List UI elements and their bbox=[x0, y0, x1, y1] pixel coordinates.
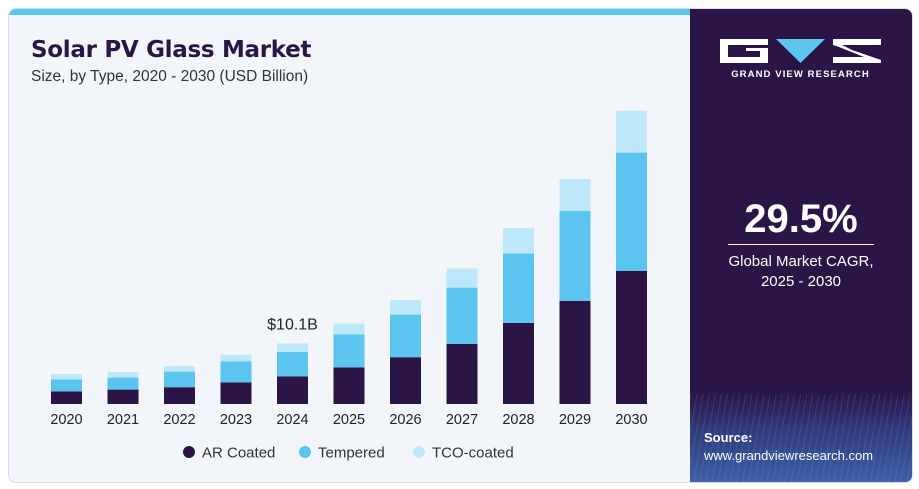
bar-tempered-2026 bbox=[390, 314, 421, 358]
bar-tempered-2023 bbox=[220, 361, 252, 383]
bar-ar-coated-2025 bbox=[333, 367, 365, 404]
data-label-2024: $10.1B bbox=[267, 316, 318, 333]
bar-tempered-2030 bbox=[616, 152, 647, 271]
legend-marker-tempered bbox=[299, 446, 311, 458]
chart-subtitle: Size, by Type, 2020 - 2030 (USD Billion) bbox=[31, 68, 309, 85]
bar-tco-coated-2025 bbox=[333, 323, 365, 335]
source-label: Source: bbox=[704, 430, 753, 445]
cagr-value: 29.5% bbox=[744, 197, 858, 241]
cagr-label-line1: Global Market CAGR, bbox=[728, 253, 874, 270]
bar-tempered-2021 bbox=[107, 377, 139, 390]
bar-ar-coated-2024 bbox=[277, 376, 308, 404]
bar-tco-coated-2020 bbox=[51, 374, 82, 380]
chart-frame: Solar PV Glass Market Size, by Type, 202… bbox=[8, 8, 913, 483]
bar-tco-coated-2026 bbox=[390, 300, 421, 315]
bar-tco-coated-2024 bbox=[277, 343, 308, 352]
chart-panel: Solar PV Glass Market Size, by Type, 202… bbox=[9, 9, 690, 482]
bar-ar-coated-2020 bbox=[51, 391, 82, 404]
x-tick-label-2021: 2021 bbox=[107, 412, 139, 428]
bar-ar-coated-2023 bbox=[220, 382, 252, 404]
x-tick-label-2022: 2022 bbox=[163, 412, 195, 428]
x-tick-label-2027: 2027 bbox=[446, 412, 478, 428]
cagr-label: Global Market CAGR, 2025 - 2030 bbox=[690, 252, 912, 292]
x-tick-label-2023: 2023 bbox=[220, 412, 252, 428]
x-tick-label-2025: 2025 bbox=[333, 412, 365, 428]
info-panel: GRAND VIEW RESEARCH 29.5% Global Market … bbox=[690, 9, 912, 482]
bar-tempered-2028 bbox=[503, 253, 534, 323]
bar-tempered-2024 bbox=[277, 351, 308, 377]
bar-tco-coated-2028 bbox=[503, 228, 534, 254]
brand-name: GRAND VIEW RESEARCH bbox=[731, 69, 870, 80]
legend-label-tempered: Tempered bbox=[318, 445, 385, 462]
bar-tco-coated-2027 bbox=[446, 268, 478, 288]
legend-marker-ar-coated bbox=[183, 446, 195, 458]
brand-logo-icon bbox=[720, 39, 881, 63]
top-accent-bar bbox=[9, 9, 690, 15]
x-tick-label-2026: 2026 bbox=[389, 412, 421, 428]
bar-ar-coated-2026 bbox=[390, 357, 421, 404]
bar-tempered-2020 bbox=[51, 379, 82, 392]
bar-tco-coated-2023 bbox=[220, 354, 252, 362]
bar-ar-coated-2021 bbox=[107, 389, 139, 404]
brand-logo: GRAND VIEW RESEARCH bbox=[718, 37, 883, 80]
source-background bbox=[690, 394, 912, 482]
source-url[interactable]: www.grandviewresearch.com bbox=[704, 448, 874, 463]
bar-ar-coated-2029 bbox=[559, 300, 591, 404]
bar-tco-coated-2021 bbox=[107, 372, 139, 378]
x-tick-label-2024: 2024 bbox=[276, 412, 308, 428]
bar-tempered-2029 bbox=[559, 210, 591, 301]
x-tick-label-2020: 2020 bbox=[50, 412, 82, 428]
chart-title: Solar PV Glass Market bbox=[31, 37, 312, 63]
bar-ar-coated-2027 bbox=[446, 344, 478, 404]
cagr-label-line2: 2025 - 2030 bbox=[760, 273, 842, 290]
cagr-divider bbox=[728, 244, 874, 245]
x-tick-label-2029: 2029 bbox=[559, 412, 591, 428]
bar-tempered-2025 bbox=[333, 334, 365, 368]
bar-tco-coated-2029 bbox=[559, 179, 591, 211]
bar-tempered-2027 bbox=[446, 287, 478, 344]
legend-label-ar-coated: AR Coated bbox=[202, 445, 275, 462]
legend-label-tco-coated: TCO-coated bbox=[432, 445, 514, 462]
x-tick-label-2028: 2028 bbox=[502, 412, 534, 428]
x-tick-label-2030: 2030 bbox=[615, 412, 647, 428]
bar-tempered-2022 bbox=[164, 371, 195, 388]
bar-tco-coated-2030 bbox=[616, 110, 647, 153]
bar-ar-coated-2022 bbox=[164, 387, 195, 404]
bar-tco-coated-2022 bbox=[164, 366, 195, 372]
bar-ar-coated-2030 bbox=[616, 270, 647, 404]
bar-ar-coated-2028 bbox=[503, 323, 534, 404]
bar-chart: 2020 2021 2022 2023 2024 2025 2026 2027 2028 2029… bbox=[50, 110, 648, 462]
legend-marker-tco-coated bbox=[413, 446, 425, 458]
